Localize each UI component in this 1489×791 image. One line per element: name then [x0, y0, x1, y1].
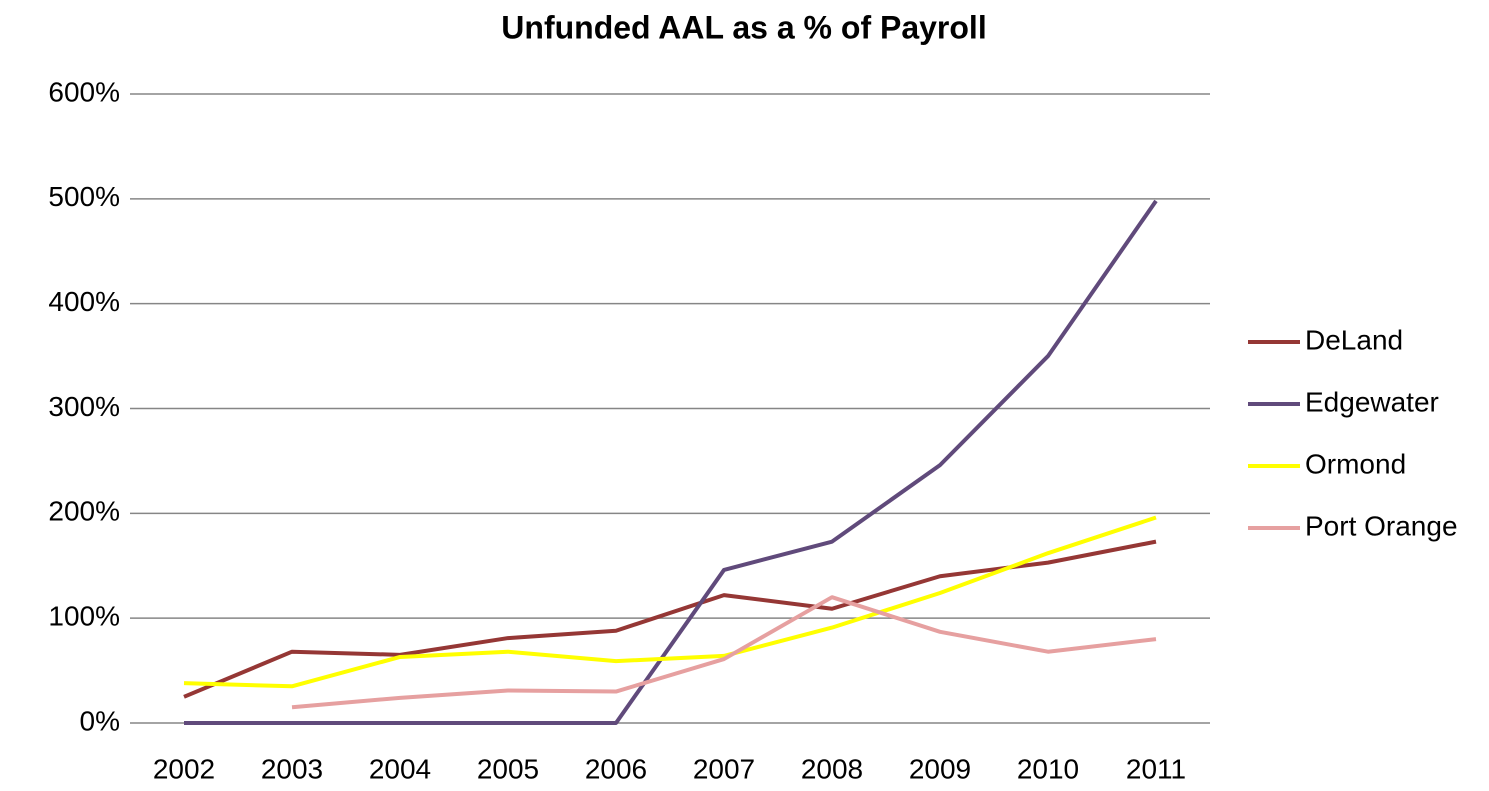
x-tick-label: 2010	[1017, 753, 1079, 784]
legend-label: Ormond	[1305, 448, 1406, 479]
y-tick-label: 500%	[48, 181, 120, 212]
series-line	[184, 199, 1158, 725]
legend-label: Port Orange	[1305, 510, 1458, 541]
series-line	[291, 595, 1157, 710]
x-tick-label: 2007	[693, 753, 755, 784]
series-line	[183, 515, 1157, 689]
series-line	[183, 539, 1157, 699]
x-tick-label: 2002	[153, 753, 215, 784]
legend-label: Edgewater	[1305, 386, 1439, 417]
legend-label: DeLand	[1305, 324, 1403, 355]
x-tick-label: 2003	[261, 753, 323, 784]
y-tick-label: 100%	[48, 601, 120, 632]
x-tick-label: 2009	[909, 753, 971, 784]
x-tick-label: 2005	[477, 753, 539, 784]
x-tick-label: 2008	[801, 753, 863, 784]
x-tick-label: 2011	[1126, 753, 1186, 784]
y-tick-label: 600%	[48, 76, 120, 107]
y-tick-label: 400%	[48, 286, 120, 317]
x-tick-label: 2006	[585, 753, 647, 784]
y-tick-label: 200%	[48, 496, 120, 527]
chart-title: Unfunded AAL as a % of Payroll	[501, 9, 986, 45]
y-tick-label: 300%	[48, 391, 120, 422]
y-tick-label: 0%	[80, 705, 120, 736]
x-tick-label: 2004	[369, 753, 431, 784]
